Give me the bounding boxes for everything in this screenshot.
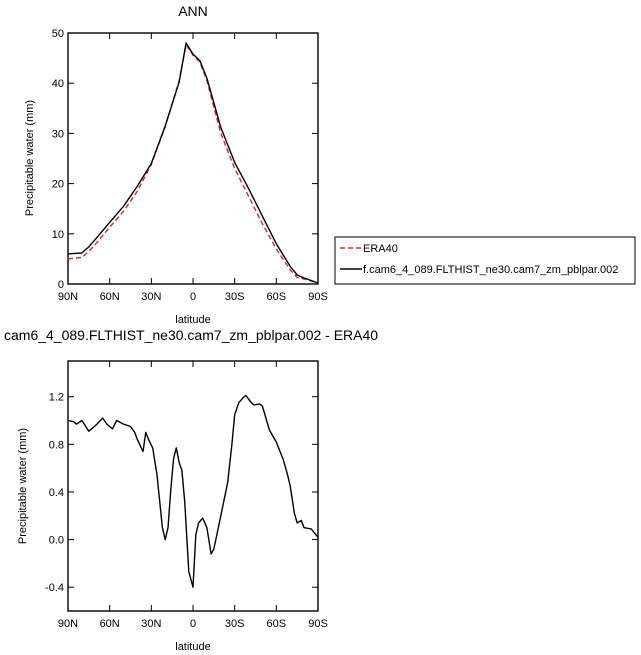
top-y-tick-label: 30	[52, 128, 64, 140]
top-series-lines	[67, 42, 319, 284]
bottom-y-tick-label: 1.2	[49, 392, 64, 404]
bottom-y-tick-label: 0.0	[49, 535, 64, 547]
top-y-tick-label: 0	[58, 279, 64, 291]
legend-label-model: f.cam6_4_089.FLTHIST_ne30.cam7_zm_pblpar…	[363, 264, 618, 276]
bottom-x-tick-label: 60S	[267, 618, 287, 630]
bottom-y-axis-label: Precipitable water (mm)	[17, 428, 29, 544]
top-x-axis-label: latitude	[175, 314, 210, 326]
top-y-axis-label: Precipitable water (mm)	[24, 100, 36, 216]
top-plot-frame	[67, 32, 319, 285]
top-y-axis: 0 10 20 30 40 50	[52, 28, 318, 291]
top-y-tick-label: 50	[52, 28, 64, 40]
bottom-x-tick-label: 60N	[100, 618, 120, 630]
top-x-tick-label: 60N	[100, 291, 120, 303]
top-y-tick-label: 20	[52, 179, 64, 191]
top-x-tick-label: 90N	[58, 291, 78, 303]
bottom-x-tick-label: 90N	[58, 618, 78, 630]
bottom-series-lines	[67, 394, 319, 588]
bottom-x-axis: 90N 60N 30N 0 30S 60S 90S	[58, 361, 328, 630]
top-x-tick-label: 30S	[225, 291, 245, 303]
top-series-line-0	[67, 44, 319, 284]
bottom-x-tick-label: 90S	[308, 618, 328, 630]
bottom-x-tick-label: 30N	[141, 618, 161, 630]
bottom-y-tick-label: 0.8	[49, 439, 64, 451]
legend-label-era40: ERA40	[363, 243, 398, 255]
top-x-axis: 90N 60N 30N 0 30S 60S 90S	[58, 33, 328, 303]
top-x-tick-label: 0	[190, 291, 196, 303]
bottom-y-tick-label: 0.4	[49, 487, 64, 499]
bottom-plot-frame	[67, 360, 319, 612]
bottom-series-line-0	[67, 394, 319, 588]
top-x-tick-label: 30N	[141, 291, 161, 303]
legend-box	[334, 236, 636, 285]
top-y-tick-label: 40	[52, 78, 64, 90]
top-x-tick-label: 60S	[267, 291, 287, 303]
bottom-y-axis: -0.4 0.0 0.4 0.8 1.2	[45, 392, 318, 594]
top-y-tick-label: 10	[52, 229, 64, 241]
bottom-chart-title: cam6_4_089.FLTHIST_ne30.cam7_zm_pblpar.0…	[4, 327, 378, 343]
bottom-x-axis-label: latitude	[175, 641, 210, 653]
bottom-x-tick-label: 0	[190, 618, 196, 630]
bottom-x-tick-label: 30S	[225, 618, 245, 630]
top-x-tick-label: 90S	[308, 291, 328, 303]
top-chart-title: ANN	[178, 3, 208, 19]
top-series-line-1	[67, 42, 319, 284]
bottom-y-tick-label: -0.4	[45, 582, 64, 594]
